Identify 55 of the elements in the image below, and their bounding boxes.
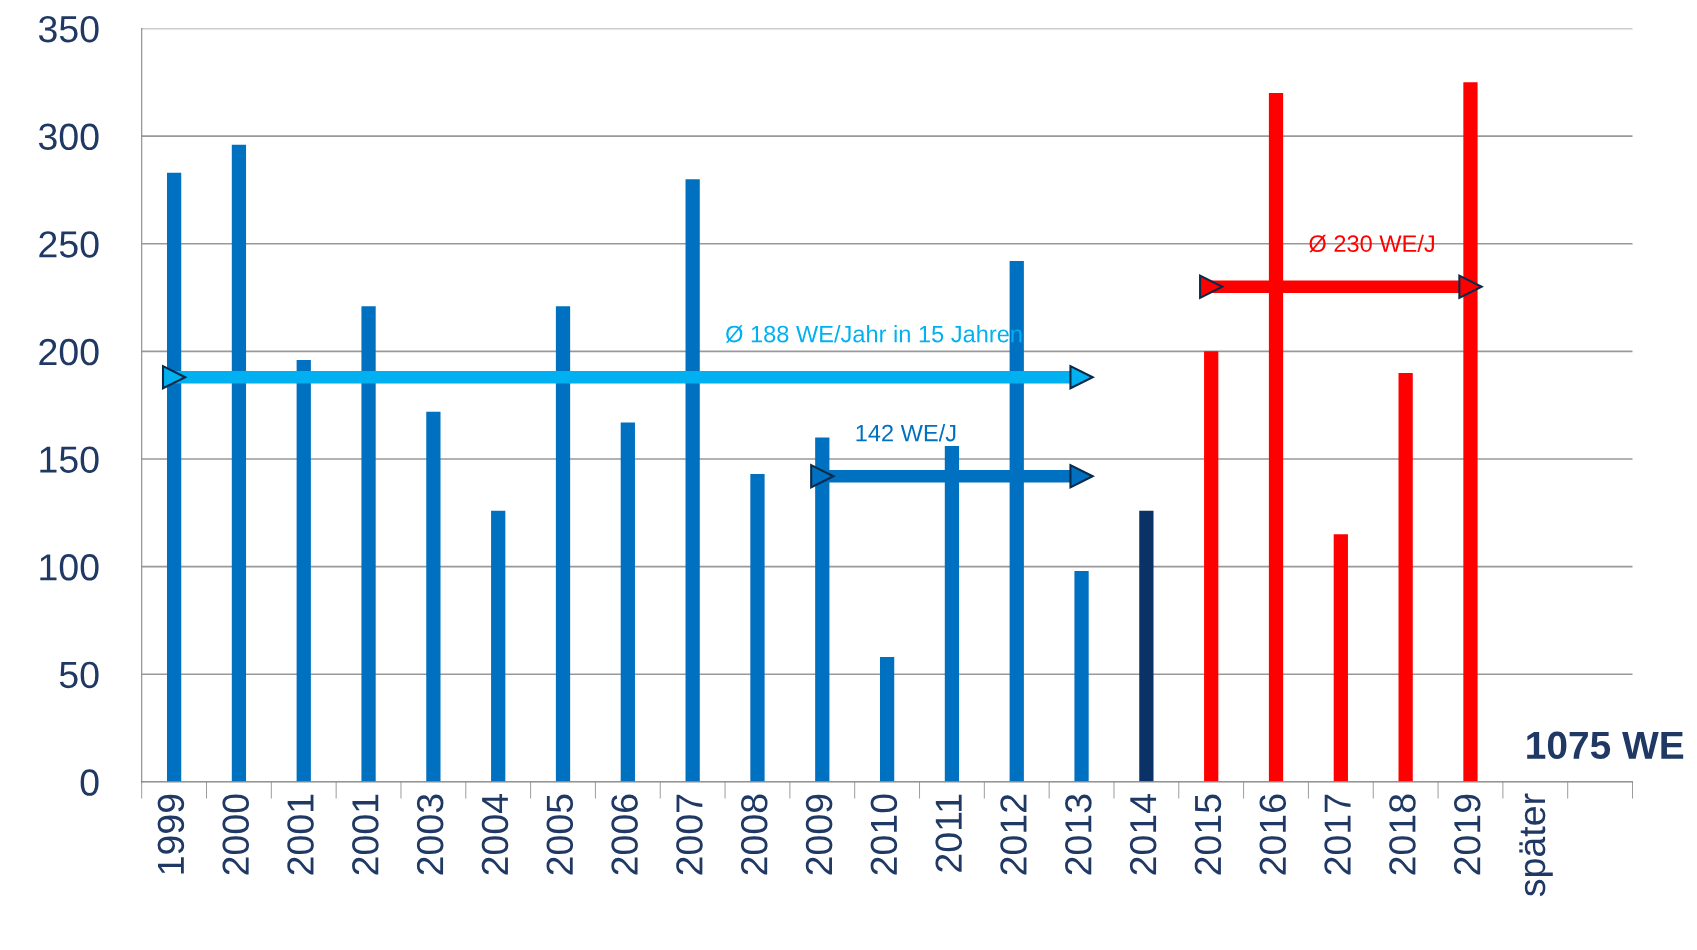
x-tick-label: 2016 <box>1259 794 1287 875</box>
point <box>1199 274 1224 299</box>
bar <box>491 510 506 782</box>
y-tick-label: 150 <box>40 446 99 473</box>
y-tick-label: 50 <box>59 661 99 689</box>
x-tick-label: 2019 <box>1453 794 1481 875</box>
x-tick-label: 2018 <box>1389 794 1416 875</box>
x-tick-label: 2008 <box>740 794 768 875</box>
x-tick-label: 2010 <box>870 794 898 875</box>
x-tick-label: 2015 <box>1194 794 1222 875</box>
x-tick-label: 2004 <box>481 794 509 875</box>
bar <box>879 657 895 782</box>
x-tick-label: 2001 <box>287 794 314 875</box>
y-tick-label: 0 <box>80 769 99 796</box>
bar <box>1333 534 1348 782</box>
x-tick-label: später <box>1519 793 1553 897</box>
y-tick-label: 250 <box>39 231 99 258</box>
x-tick-label: 2006 <box>611 794 638 875</box>
point <box>810 464 835 489</box>
bar <box>1398 372 1413 782</box>
bar <box>296 359 311 782</box>
bar <box>620 422 635 782</box>
x-tick-label: 2001 <box>352 794 379 875</box>
series-label: 142 WE/J <box>856 424 956 442</box>
x-tick-label: 2009 <box>805 794 833 875</box>
bar <box>750 474 765 782</box>
x-tick-label: 1999 <box>157 794 185 874</box>
x-tick-label: 2014 <box>1129 794 1157 875</box>
x-tick-label: 2005 <box>546 794 574 875</box>
point <box>1458 274 1483 299</box>
x-tick-label: 2012 <box>1000 794 1027 875</box>
bar <box>1204 351 1219 782</box>
bar <box>166 172 182 782</box>
y-tick-label: 300 <box>38 123 99 151</box>
x-tick-label: 2011 <box>935 794 962 872</box>
bar <box>1074 570 1089 782</box>
bar <box>555 306 571 782</box>
x-tick-label: 2003 <box>416 794 444 875</box>
y-tick-label: 200 <box>39 338 99 366</box>
y-tick-label: 350 <box>38 15 99 43</box>
bar <box>361 306 376 782</box>
x-tick-label: 2017 <box>1324 794 1351 875</box>
bar <box>685 179 700 782</box>
y-tick-label: 100 <box>40 554 99 581</box>
bar <box>231 144 247 782</box>
annotation: 1075 WE <box>1527 731 1684 760</box>
bar <box>426 411 441 782</box>
bar <box>1139 510 1154 782</box>
x-tick-label: 2007 <box>676 794 703 875</box>
point <box>1069 464 1094 489</box>
point <box>161 365 187 390</box>
x-tick-label: 2013 <box>1065 794 1092 875</box>
point <box>1069 365 1094 390</box>
x-tick-label: 2000 <box>222 794 249 875</box>
series-label: Ø 230 WE/J <box>1309 234 1434 253</box>
